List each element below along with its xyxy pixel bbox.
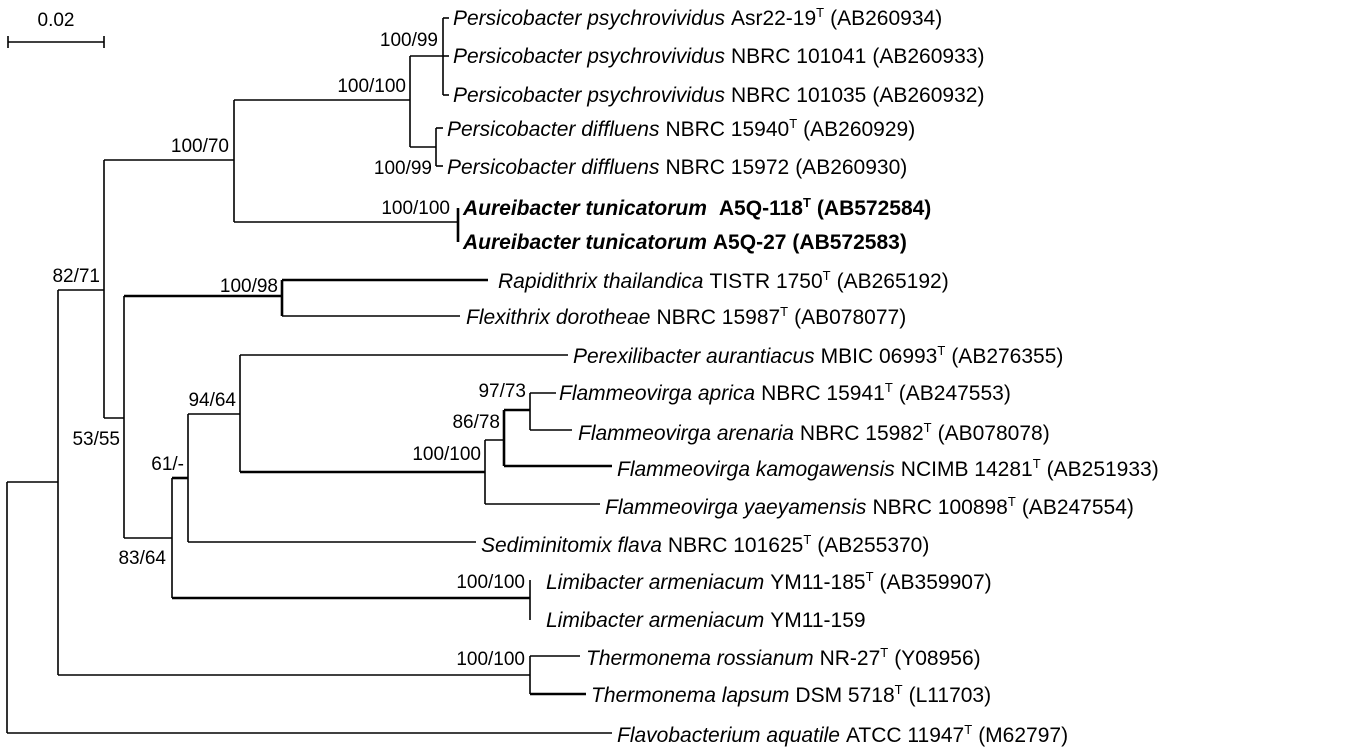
bootstrap-label: 100/100 bbox=[456, 572, 525, 593]
taxon-label: Limibacter armeniacum YM11-159 bbox=[546, 609, 866, 632]
taxon-label: Flammeovirga aprica NBRC 15941T (AB247553) bbox=[559, 380, 1011, 405]
taxon-label: Persicobacter psychrovividus NBRC 101041(… bbox=[453, 45, 984, 68]
bootstrap-label: 94/64 bbox=[188, 390, 236, 411]
taxon-label: Flexithrix dorotheae NBRC 15987T (AB078077… bbox=[466, 304, 906, 329]
taxon-label: Sediminitomix flava NBRC 101625T (AB255370… bbox=[481, 532, 929, 557]
bootstrap-label: 100/100 bbox=[456, 649, 525, 670]
taxon-label: Flammeovirga kamogawensis NCIMB 14281T (AB… bbox=[617, 456, 1159, 481]
bootstrap-label: 53/55 bbox=[72, 429, 120, 450]
taxon-label: Limibacter armeniacum YM11-185T (AB359907) bbox=[546, 569, 992, 594]
bootstrap-label: 97/73 bbox=[478, 381, 526, 402]
taxon-label: Persicobacter psychrovividus Asr22-19T (AB… bbox=[453, 5, 942, 30]
taxon-label: Rapidithrix thailandica TISTR 1750T (AB265… bbox=[498, 268, 949, 293]
taxon-label: Aureibacter tunicatorum A5Q-118T (AB572584… bbox=[462, 195, 931, 220]
tree-branches bbox=[6, 17, 612, 734]
bootstrap-label: 86/78 bbox=[452, 412, 500, 433]
taxon-label: Flammeovirga yaeyamensis NBRC 100898T (AB2… bbox=[605, 494, 1134, 519]
taxon-label: Thermonema rossianum NR-27T (Y08956) bbox=[586, 645, 981, 670]
taxon-labels: Persicobacter psychrovividus Asr22-19T (AB… bbox=[447, 5, 1159, 747]
bootstrap-label: 61/- bbox=[151, 454, 184, 475]
scale-bar-label: 0.02 bbox=[38, 10, 75, 31]
scale-bar: 0.02 bbox=[7, 10, 105, 48]
bootstrap-label: 100/100 bbox=[381, 198, 450, 219]
bootstrap-label: 100/70 bbox=[171, 136, 229, 157]
bootstrap-label: 82/71 bbox=[52, 266, 100, 287]
taxon-label: Flavobacterium aquatile ATCC 11947T (M6279… bbox=[617, 722, 1068, 747]
taxon-label: Persicobacter diffluens NBRC 15972 (AB2609… bbox=[447, 156, 907, 179]
taxon-label: Perexilibacter aurantiacus MBIC 06993T (AB… bbox=[573, 343, 1063, 368]
bootstrap-label: 83/64 bbox=[118, 548, 166, 569]
taxon-label: Thermonema lapsum DSM 5718T (L11703) bbox=[591, 682, 991, 707]
bootstrap-label: 100/99 bbox=[380, 30, 438, 51]
bootstrap-label: 100/100 bbox=[412, 444, 481, 465]
bootstrap-label: 100/99 bbox=[374, 158, 432, 179]
taxon-label: Persicobacter psychrovividus NBRC 101035(… bbox=[453, 84, 984, 107]
taxon-label: Aureibacter tunicatorum A5Q-27 (AB572583) bbox=[462, 231, 907, 254]
taxon-label: Flammeovirga arenaria NBRC 15982T (AB07807… bbox=[578, 420, 1050, 445]
bootstrap-label: 100/100 bbox=[337, 76, 406, 97]
taxon-label: Persicobacter diffluens NBRC 15940T (AB260… bbox=[447, 116, 915, 141]
bootstrap-labels: 100/99 100/100 100/99 100/70 100/100 82/… bbox=[52, 30, 526, 670]
bootstrap-label: 100/98 bbox=[220, 276, 278, 297]
